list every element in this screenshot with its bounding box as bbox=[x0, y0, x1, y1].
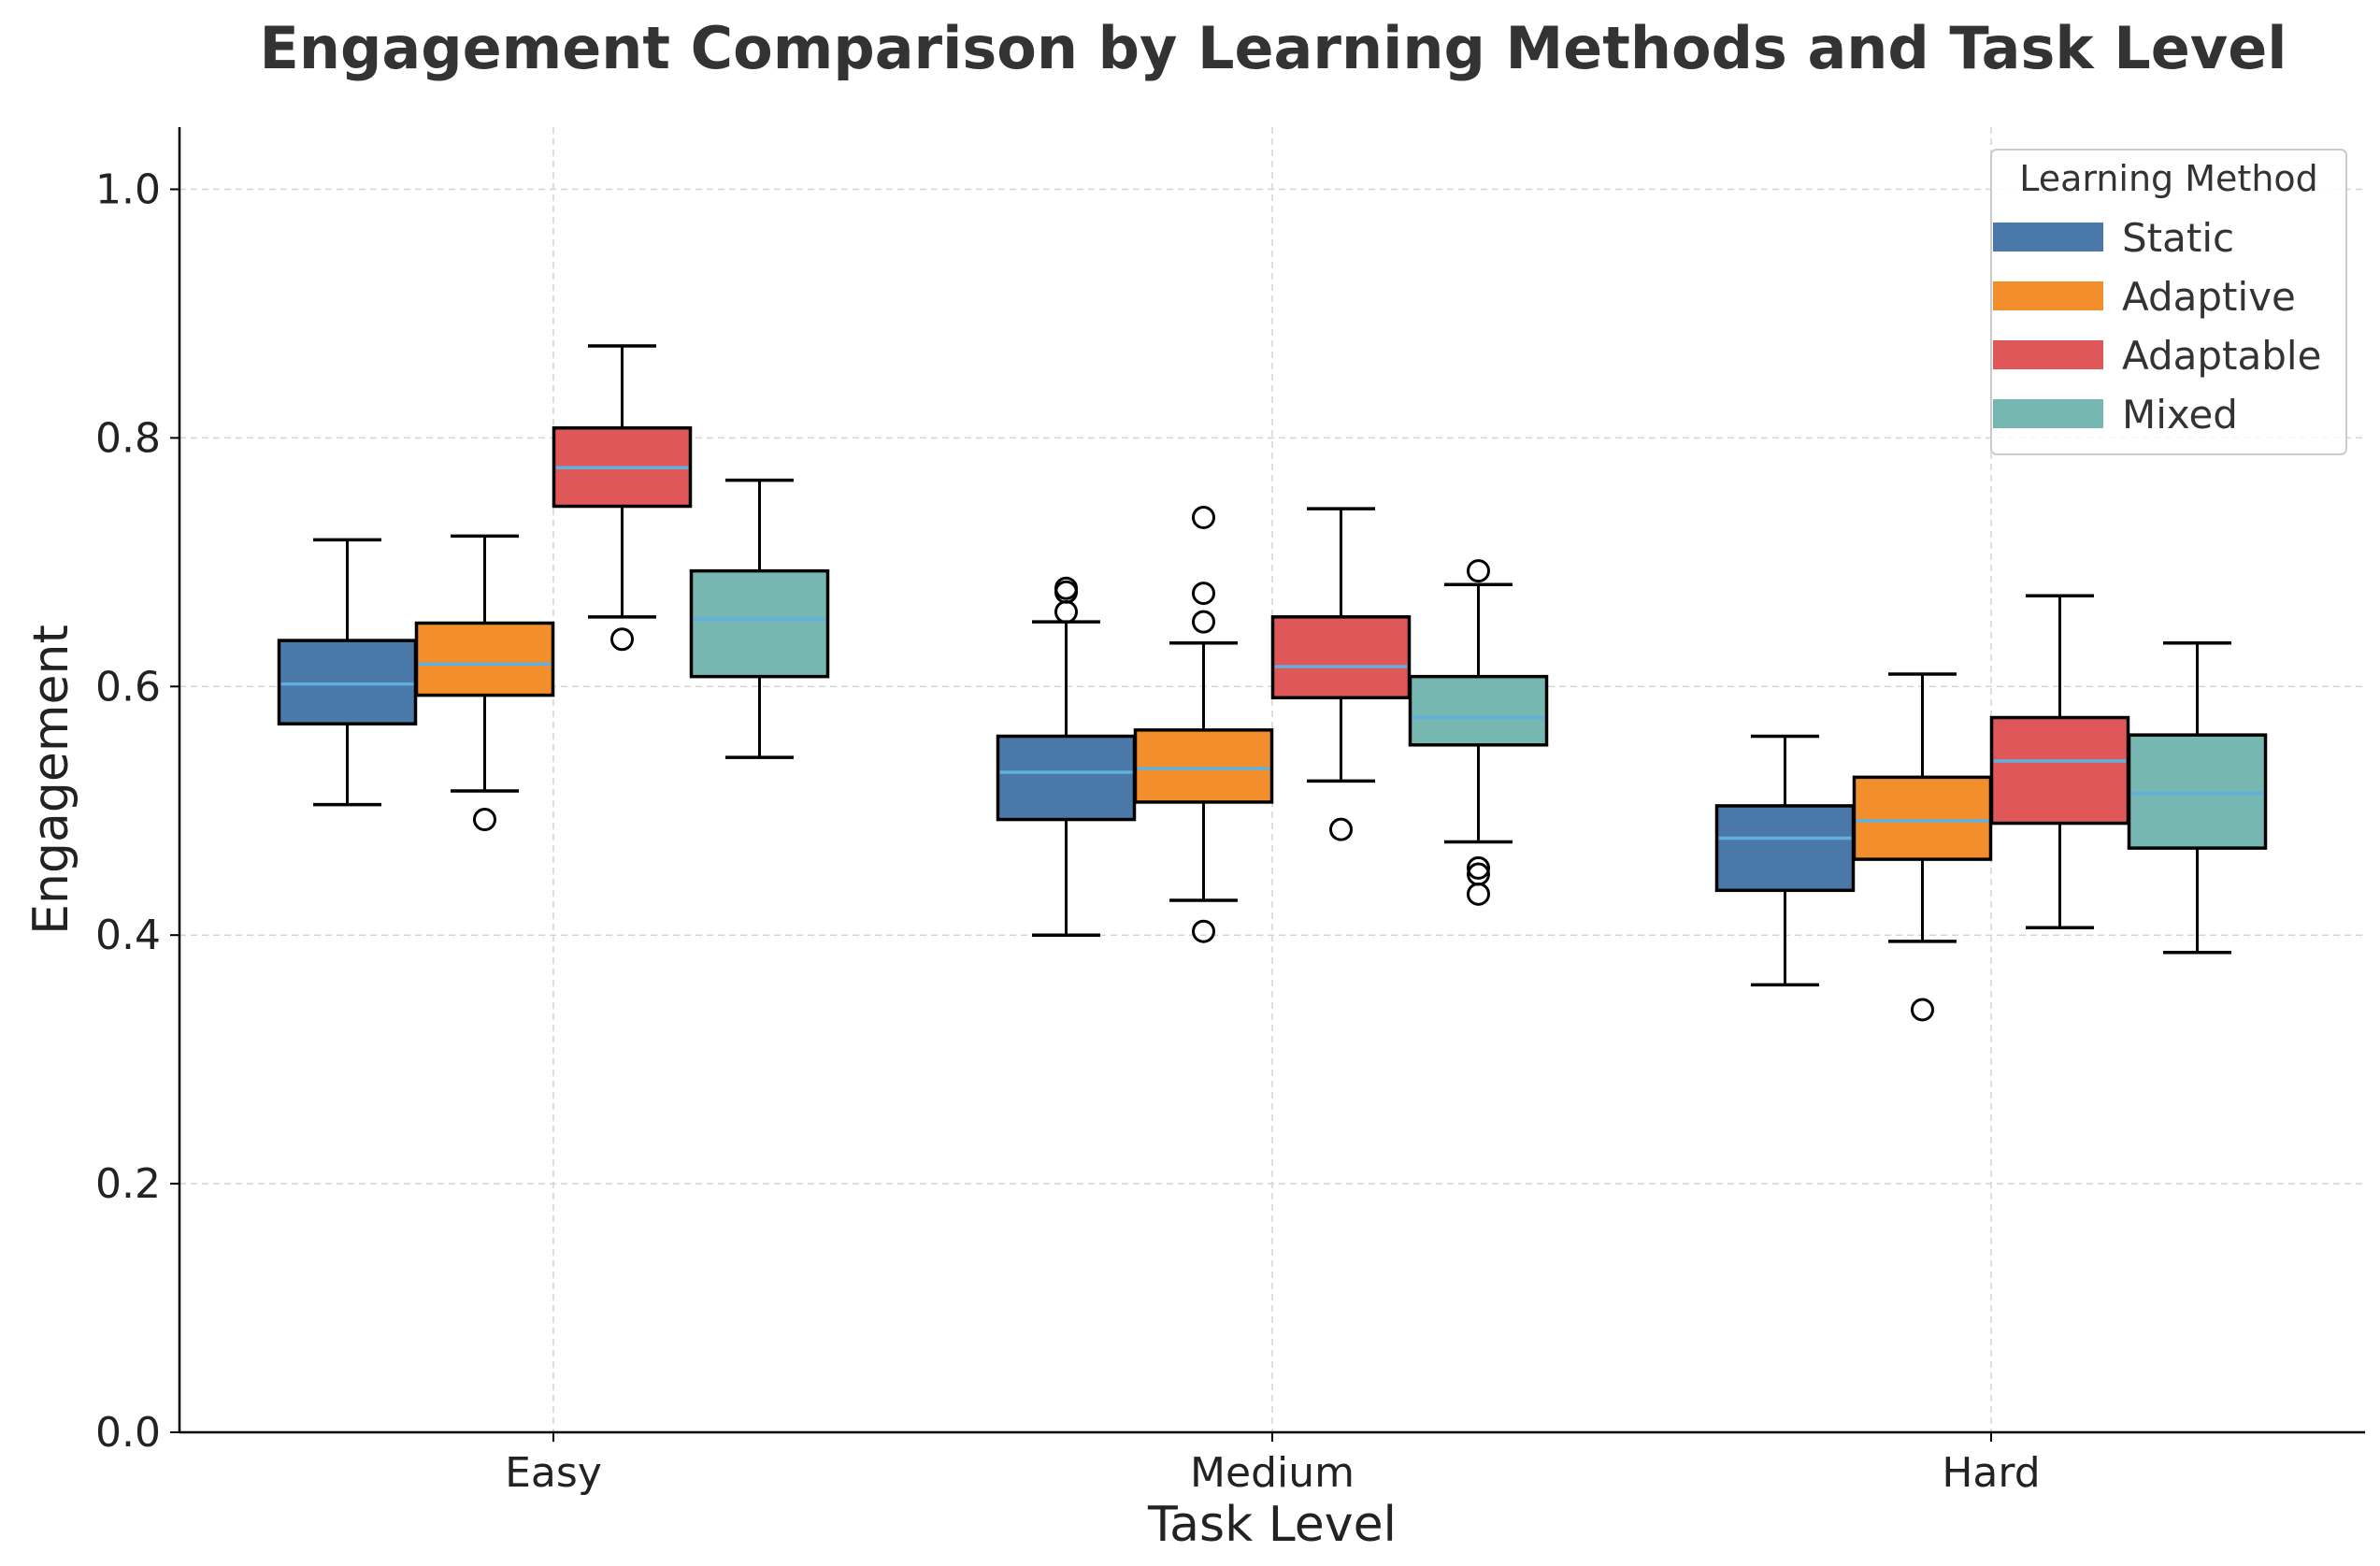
x-tick-label: Medium bbox=[1190, 1449, 1355, 1497]
outlier-point bbox=[1467, 559, 1490, 583]
box-body bbox=[1714, 804, 1856, 893]
box-body bbox=[1989, 715, 2130, 826]
y-tick-label: 0.0 bbox=[95, 1409, 161, 1457]
outlier-point bbox=[1329, 817, 1353, 841]
legend-label: Adaptive bbox=[2122, 274, 2296, 320]
box-body bbox=[1133, 728, 1274, 804]
outlier-point bbox=[1054, 600, 1078, 625]
boxes bbox=[277, 344, 2268, 1022]
legend-label: Adaptable bbox=[2122, 333, 2321, 379]
box-mixed-hard bbox=[2127, 641, 2268, 955]
legend-swatch bbox=[1993, 223, 2103, 251]
box-mixed-medium bbox=[1408, 559, 1549, 906]
legend: Learning Method Static Adaptive Adaptable M… bbox=[1990, 149, 2347, 455]
box-adaptable-hard bbox=[1989, 594, 2130, 929]
y-tick-label: 0.2 bbox=[95, 1160, 161, 1208]
y-ticks: 0.0 0.2 0.4 0.6 0.8 1.0 bbox=[95, 165, 179, 1457]
x-ticks: Easy Medium Hard bbox=[505, 1432, 2041, 1497]
legend-title: Learning Method bbox=[2019, 158, 2318, 199]
box-body bbox=[2127, 733, 2268, 850]
y-tick-label: 1.0 bbox=[95, 165, 161, 213]
outlier-point bbox=[1192, 919, 1215, 943]
y-axis-label: Engagement bbox=[23, 625, 79, 935]
box-static-medium bbox=[996, 576, 1137, 937]
box-body bbox=[689, 568, 830, 679]
box-body bbox=[277, 639, 418, 726]
legend-label: Static bbox=[2122, 215, 2234, 261]
box-adaptive-easy bbox=[414, 534, 555, 832]
box-body bbox=[1852, 775, 1993, 861]
outlier-point bbox=[610, 627, 634, 652]
box-body bbox=[1408, 674, 1549, 747]
y-tick-label: 0.8 bbox=[95, 414, 161, 462]
x-tick-label: Hard bbox=[1942, 1449, 2040, 1497]
x-axis-label: Task Level bbox=[1147, 1497, 1397, 1553]
outlier-point bbox=[1192, 582, 1215, 606]
chart-title: Engagement Comparison by Learning Method… bbox=[259, 14, 2287, 82]
x-tick-label: Easy bbox=[505, 1449, 602, 1497]
box-adaptive-hard bbox=[1852, 672, 1993, 1022]
box-body bbox=[414, 621, 555, 697]
box-static-hard bbox=[1714, 734, 1856, 987]
box-static-easy bbox=[277, 538, 418, 807]
box-adaptive-medium bbox=[1133, 505, 1274, 943]
box-mixed-easy bbox=[689, 478, 830, 759]
legend-swatch bbox=[1993, 340, 2103, 369]
outlier-point bbox=[1911, 998, 1934, 1022]
outlier-point bbox=[1467, 862, 1490, 886]
outlier-point bbox=[1467, 882, 1490, 906]
box-body bbox=[996, 734, 1137, 822]
outlier-point bbox=[1192, 610, 1215, 634]
outlier-point bbox=[1054, 576, 1078, 600]
legend-label: Mixed bbox=[2122, 392, 2238, 438]
box-adaptable-easy bbox=[552, 344, 693, 652]
y-tick-label: 0.4 bbox=[95, 912, 161, 959]
outlier-point bbox=[1467, 855, 1490, 880]
outlier-point bbox=[1192, 505, 1215, 529]
legend-swatch bbox=[1993, 399, 2103, 428]
box-body bbox=[1270, 615, 1412, 700]
box-adaptable-medium bbox=[1270, 507, 1412, 841]
y-tick-label: 0.6 bbox=[95, 663, 161, 711]
legend-swatch bbox=[1993, 281, 2103, 310]
outlier-point bbox=[473, 808, 496, 832]
